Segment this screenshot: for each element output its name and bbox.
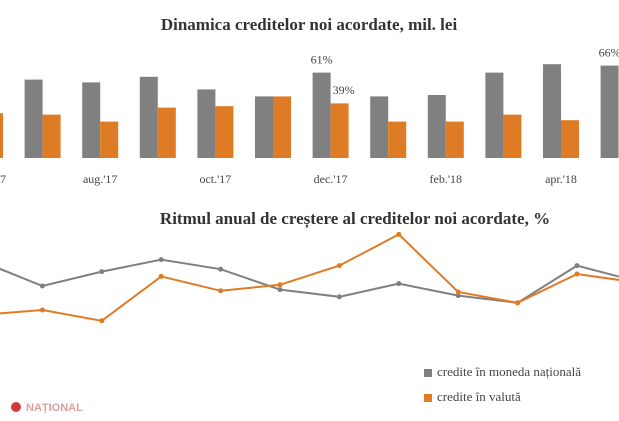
point (515, 300, 521, 306)
bar (139, 76, 158, 158)
point (336, 263, 342, 269)
chart-title: Dinamica creditelor noi acordate, mil. l… (161, 15, 458, 34)
bar (24, 79, 43, 158)
bar (485, 72, 504, 158)
legend-label: credite în valută (437, 389, 521, 404)
point (336, 294, 342, 300)
point (574, 263, 580, 269)
point (99, 269, 105, 275)
bar (82, 82, 101, 158)
bar (561, 120, 579, 158)
point (218, 266, 224, 272)
chart-title: Ritmul anual de creștere al creditelor n… (160, 209, 550, 229)
x-tick-label: dec.'17 (314, 172, 348, 186)
point (158, 273, 164, 279)
bar (273, 96, 291, 158)
x-tick-label: 7 (0, 172, 6, 186)
bar (600, 65, 619, 158)
point (455, 289, 461, 295)
bar (330, 103, 349, 158)
point (39, 283, 45, 289)
bar (503, 114, 522, 158)
bar (388, 121, 407, 158)
legend-swatch (424, 394, 432, 402)
bar (543, 64, 561, 158)
bar (370, 96, 389, 158)
data-label: 39% (333, 83, 355, 97)
x-tick-label: feb.'18 (430, 172, 462, 186)
line (0, 258, 619, 304)
x-tick-label: aug.'17 (83, 172, 118, 186)
legend-swatch (424, 369, 432, 377)
point (158, 257, 164, 263)
point (99, 318, 105, 324)
point (396, 231, 402, 237)
bar (215, 106, 234, 158)
point (396, 281, 402, 287)
point (218, 288, 224, 294)
point (455, 293, 461, 299)
point (277, 287, 283, 293)
bar (157, 107, 176, 158)
bar (427, 95, 446, 158)
bar (197, 89, 216, 158)
x-tick-label: apr.'18 (545, 172, 577, 186)
x-tick-label: oct.'17 (199, 172, 231, 186)
watermark-icon (11, 402, 21, 412)
bar (0, 113, 3, 158)
bar (445, 121, 464, 158)
bar (255, 96, 273, 158)
bar (100, 121, 119, 158)
watermark: NAȚIONAL (11, 402, 83, 414)
watermark-text: NAȚIONAL (26, 402, 83, 414)
data-label: 61% (311, 52, 333, 66)
bar (42, 114, 61, 158)
legend-label: credite în moneda națională (437, 364, 581, 379)
line (0, 233, 619, 322)
bar (312, 72, 331, 158)
point (39, 307, 45, 313)
point (574, 271, 580, 277)
data-label: 66% (599, 45, 619, 59)
point (277, 282, 283, 288)
